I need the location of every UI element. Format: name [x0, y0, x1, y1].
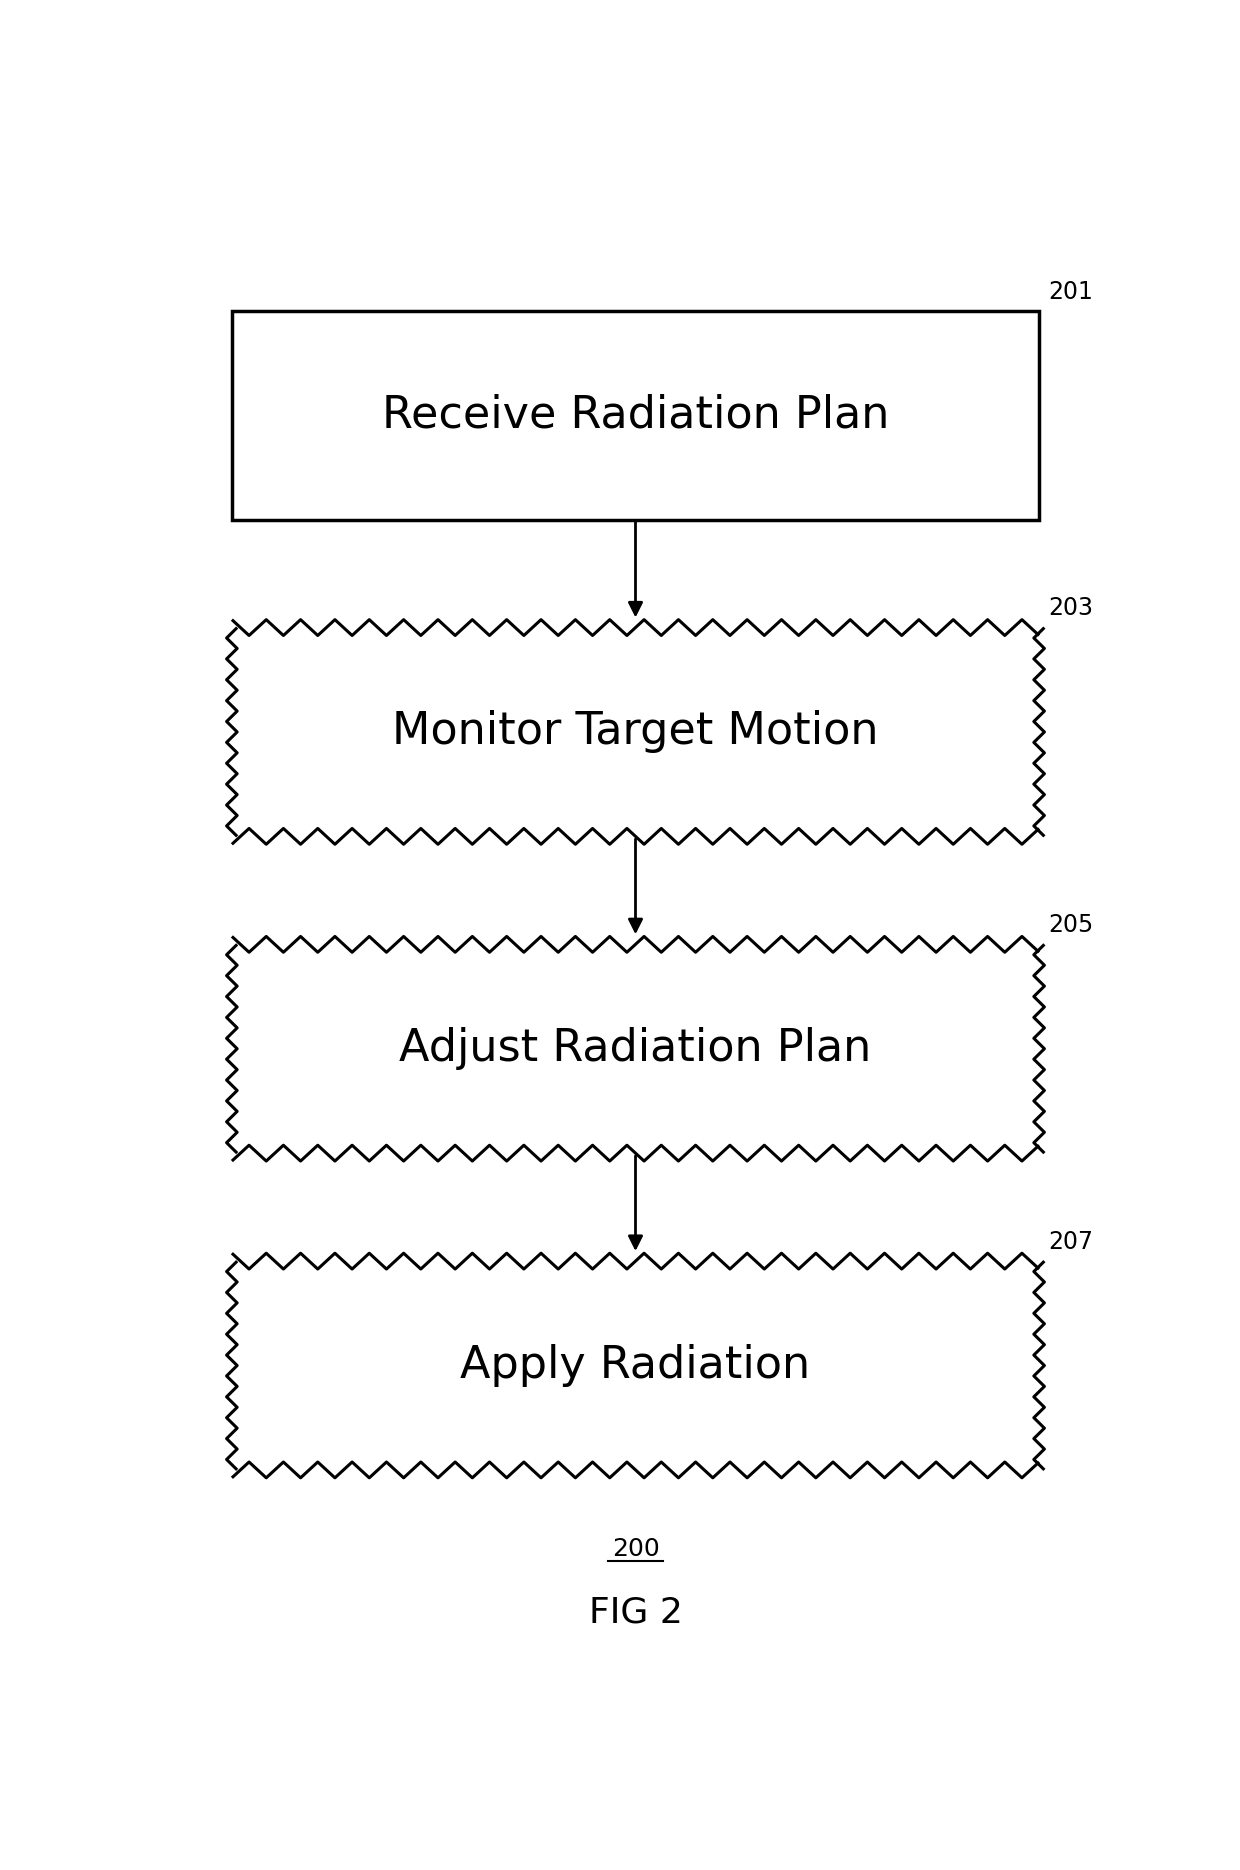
Bar	[232, 628, 1039, 836]
Bar	[232, 944, 1039, 1154]
Text: 201: 201	[1049, 280, 1094, 303]
Text: Adjust Radiation Plan: Adjust Radiation Plan	[399, 1027, 872, 1070]
Text: Receive Radiation Plan: Receive Radiation Plan	[382, 395, 889, 438]
Bar	[232, 310, 1039, 520]
Text: Monitor Target Motion: Monitor Target Motion	[392, 711, 879, 754]
Text: 205: 205	[1049, 913, 1094, 937]
Text: Apply Radiation: Apply Radiation	[460, 1345, 811, 1388]
Text: 203: 203	[1049, 597, 1094, 621]
Text: 200: 200	[611, 1537, 660, 1561]
Text: FIG 2: FIG 2	[589, 1595, 682, 1629]
Bar	[232, 1260, 1039, 1470]
Text: 207: 207	[1049, 1230, 1094, 1255]
Bar	[232, 310, 1039, 520]
